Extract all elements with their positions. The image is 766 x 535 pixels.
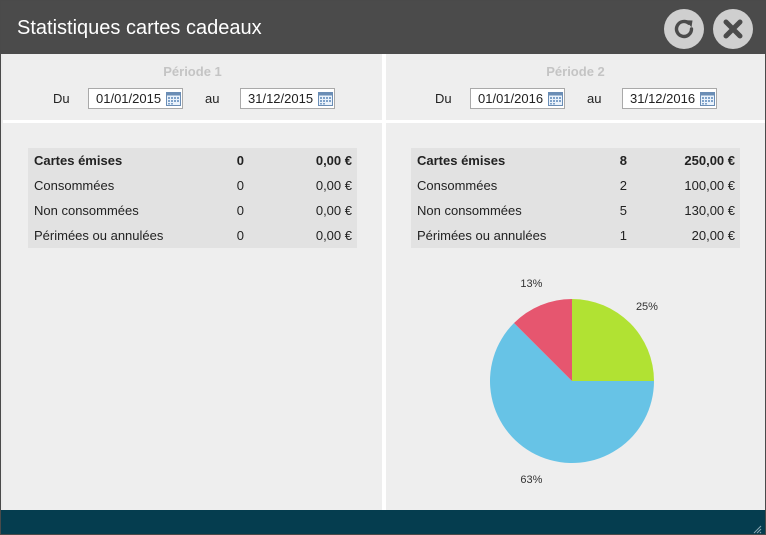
stat-amount: 100,00 € [684, 178, 735, 193]
stat-count: 8 [619, 153, 627, 168]
stat-count: 1 [619, 228, 627, 243]
pie-label-2: 13% [520, 278, 542, 290]
table-row: Consommées 0 0,00 € [28, 173, 357, 198]
period1-to-label: au [205, 91, 220, 106]
table-row: Non consommées 0 0,00 € [28, 198, 357, 223]
calendar-icon[interactable] [318, 91, 333, 106]
stat-label: Consommées [417, 178, 498, 193]
stat-count: 5 [619, 203, 627, 218]
period1-stats-table: Cartes émises 0 0,00 € Consommées 0 0,00… [28, 148, 357, 248]
table-row: Périmées ou annulées 0 0,00 € [28, 223, 357, 248]
stat-amount: 250,00 € [684, 153, 735, 168]
period2-from-date-field[interactable]: 01/01/2016 [470, 88, 565, 109]
period2-to-date-field[interactable]: 31/12/2016 [622, 88, 717, 109]
table-row: Consommées 2 100,00 € [411, 173, 740, 198]
period1-to-date-field[interactable]: 31/12/2015 [240, 88, 335, 109]
pie-slice-0 [572, 299, 654, 381]
table-row: Cartes émises 8 250,00 € [411, 148, 740, 173]
table-row: Cartes émises 0 0,00 € [28, 148, 357, 173]
period2-to-date-value: 31/12/2016 [630, 91, 696, 106]
period2-title: Période 2 [546, 64, 605, 79]
table-row: Non consommées 5 130,00 € [411, 198, 740, 223]
stat-amount: 0,00 € [315, 228, 352, 243]
window-title: Statistiques cartes cadeaux [17, 17, 262, 39]
stat-label: Périmées ou annulées [34, 228, 164, 243]
period1-title: Période 1 [163, 64, 222, 79]
header-divider [3, 120, 765, 123]
period2-from-label: Du [435, 91, 452, 106]
refresh-icon [671, 16, 697, 42]
stat-count: 2 [619, 178, 627, 193]
stat-label: Cartes émises [34, 153, 123, 168]
period2-to-label: au [587, 91, 602, 106]
calendar-icon[interactable] [166, 91, 181, 106]
stat-amount: 130,00 € [684, 203, 735, 218]
stat-label: Consommées [34, 178, 115, 193]
panel-divider [382, 54, 386, 510]
stat-count: 0 [236, 228, 244, 243]
stat-count: 0 [236, 153, 244, 168]
period1-panel: Période 1 Du 01/01/2015 au 31/12/2015 [3, 54, 382, 510]
stat-label: Non consommées [417, 203, 522, 218]
period2-stats-table: Cartes émises 8 250,00 € Consommées 2 10… [411, 148, 740, 248]
pie-slice-1 [489, 323, 654, 463]
stat-label: Cartes émises [417, 153, 506, 168]
calendar-icon[interactable] [548, 91, 563, 106]
period2-pie-chart: 25% 63% 13% [386, 54, 765, 510]
stat-amount: 0,00 € [315, 178, 352, 193]
pie-slice-2 [514, 299, 572, 381]
period2-from-date-value: 01/01/2016 [478, 91, 544, 106]
period1-from-date-value: 01/01/2015 [96, 91, 162, 106]
period1-from-date-field[interactable]: 01/01/2015 [88, 88, 183, 109]
close-button[interactable] [713, 9, 753, 49]
period1-to-date-value: 31/12/2015 [248, 91, 314, 106]
refresh-button[interactable] [664, 9, 704, 49]
period1-from-label: Du [53, 91, 70, 106]
period2-panel: Période 2 Du 01/01/2016 au 31/12/2016 [386, 54, 765, 510]
status-bar [1, 510, 765, 534]
calendar-icon[interactable] [700, 91, 715, 106]
stat-amount: 20,00 € [691, 228, 735, 243]
stat-label: Non consommées [34, 203, 139, 218]
table-row: Périmées ou annulées 1 20,00 € [411, 223, 740, 248]
close-icon [721, 17, 745, 41]
title-bar: Statistiques cartes cadeaux [1, 1, 765, 54]
stat-amount: 0,00 € [315, 203, 352, 218]
stat-count: 0 [236, 203, 244, 218]
stat-label: Périmées ou annulées [417, 228, 547, 243]
resize-grip-icon[interactable] [752, 522, 762, 534]
pie-label-1: 63% [520, 474, 542, 486]
pie-label-0: 25% [636, 301, 658, 313]
stat-amount: 0,00 € [315, 153, 352, 168]
stat-count: 0 [236, 178, 244, 193]
